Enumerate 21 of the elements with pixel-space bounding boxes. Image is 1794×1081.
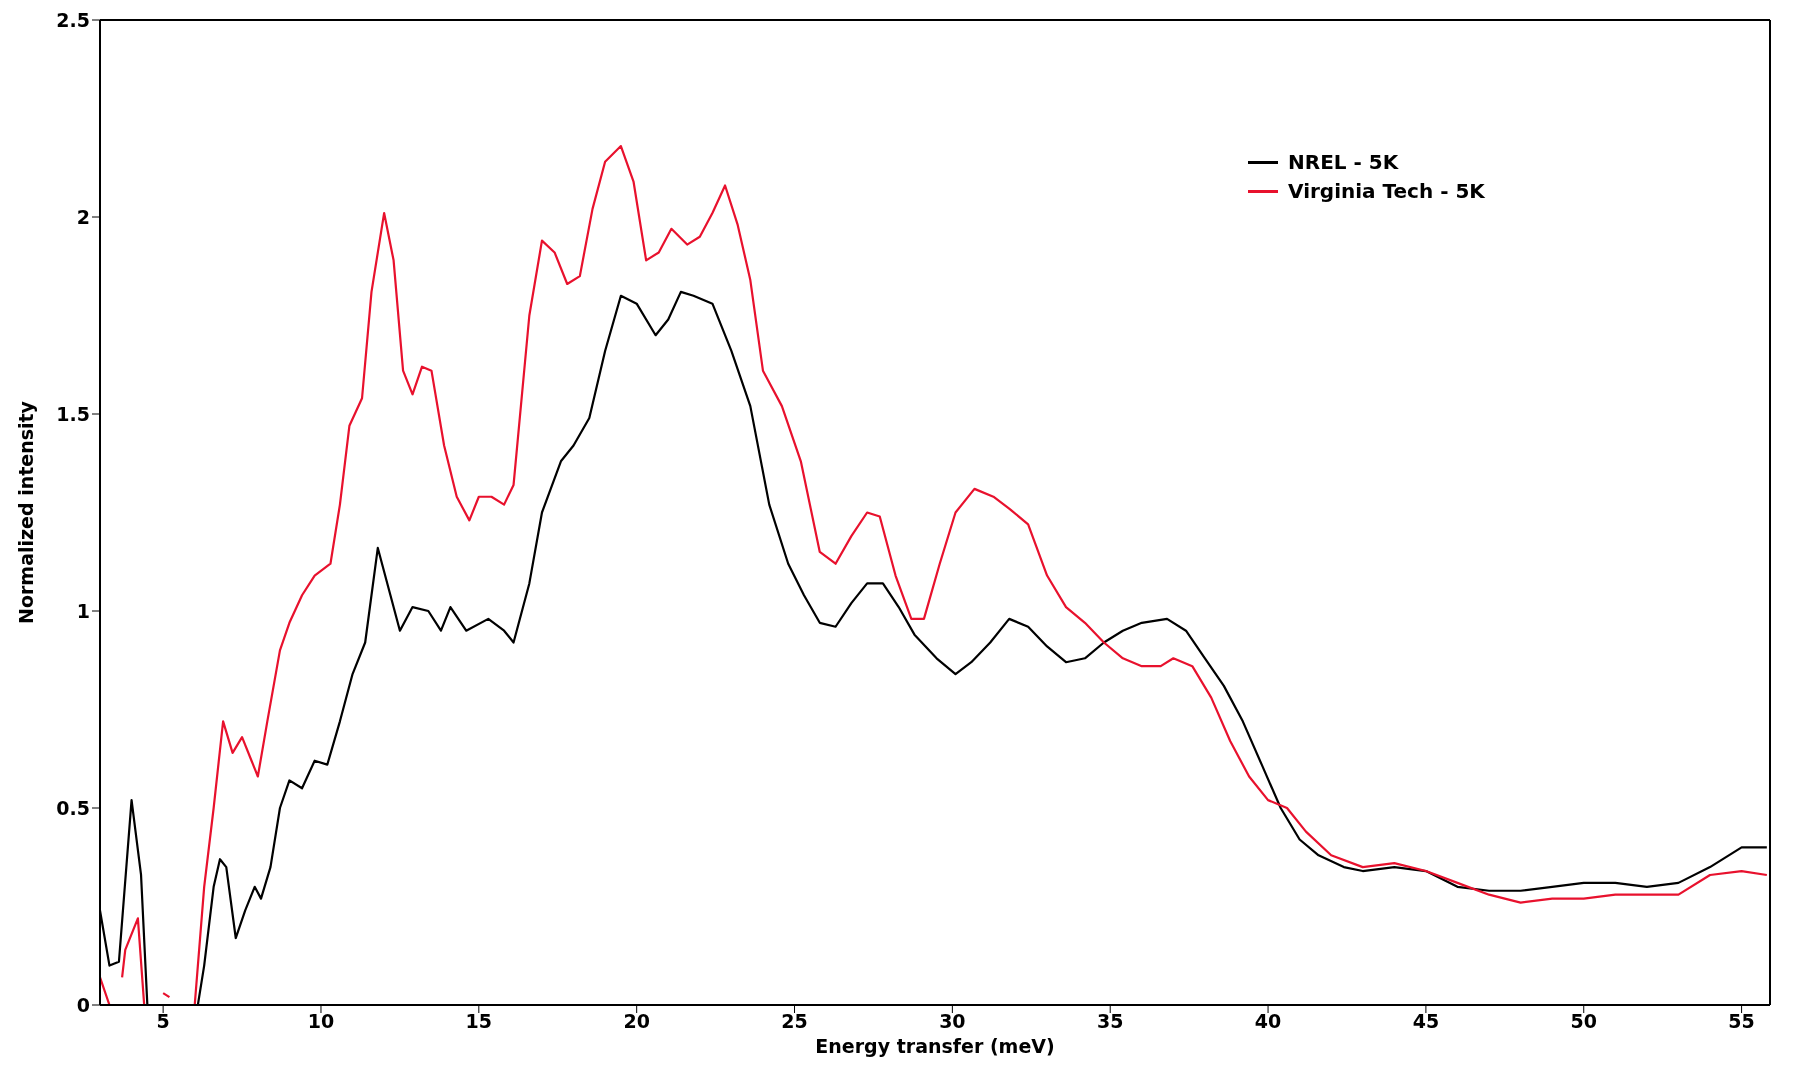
y-axis-title: Normalized intensity xyxy=(14,400,37,624)
x-tick-label: 35 xyxy=(1096,1010,1124,1033)
x-tick-label: 15 xyxy=(465,1010,493,1033)
y-tick-label: 0.5 xyxy=(56,796,90,819)
x-axis-title: Energy transfer (meV) xyxy=(815,1035,1055,1057)
x-tick-label: 40 xyxy=(1254,1010,1282,1033)
x-tick-label: 20 xyxy=(623,1010,650,1033)
x-tick-label: 10 xyxy=(307,1010,335,1033)
legend-label: Virginia Tech - 5K xyxy=(1288,178,1485,205)
x-tick-label: 55 xyxy=(1728,1010,1755,1033)
x-tick-label: 25 xyxy=(781,1010,808,1033)
y-tick-label: 1 xyxy=(76,599,90,622)
y-tick-label: 2 xyxy=(76,205,90,228)
y-tick-label: 2.5 xyxy=(56,8,90,31)
legend-label: NREL - 5K xyxy=(1288,149,1399,176)
x-tick-label: 30 xyxy=(939,1010,966,1033)
x-tick-label: 50 xyxy=(1570,1010,1597,1033)
x-tick-label: 5 xyxy=(156,1010,170,1033)
y-tick-label: 1.5 xyxy=(56,402,90,425)
y-tick-label: 0 xyxy=(76,993,90,1016)
x-tick-label: 45 xyxy=(1412,1010,1440,1033)
